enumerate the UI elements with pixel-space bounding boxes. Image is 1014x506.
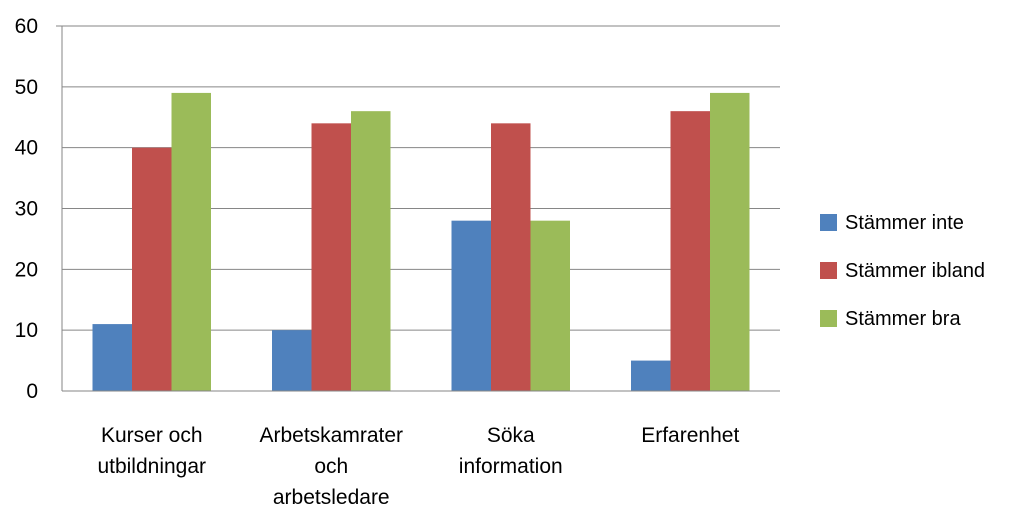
x-category-label: Erfarenhet [641, 424, 739, 447]
x-category-label: Söka information [459, 424, 563, 478]
y-tick-label: 10 [15, 319, 38, 342]
bar-2-3 [491, 123, 531, 391]
x-category-label: Kurser och utbildningar [97, 424, 206, 478]
bar-2-2 [311, 123, 351, 391]
bar-2-1 [132, 147, 172, 391]
legend-swatch [820, 214, 837, 231]
legend-swatch [820, 310, 837, 327]
y-tick-label: 30 [15, 198, 38, 221]
y-axis-labels: 0 10 20 30 40 50 60 [15, 15, 38, 403]
axes [56, 25, 780, 392]
bars [92, 92, 750, 392]
y-tick-label: 60 [15, 15, 38, 38]
bar-3-2 [351, 111, 391, 392]
legend-label: Stämmer ibland [845, 260, 985, 282]
legend-label: Stämmer bra [845, 308, 961, 330]
legend-label: Stämmer inte [845, 212, 964, 234]
bar-2-4 [670, 111, 710, 392]
bar-1-2 [272, 330, 312, 391]
x-axis-labels: Kurser och utbildningar Arbetskamrater och a… [97, 424, 739, 506]
bar-3-1 [171, 92, 211, 392]
y-tick-label: 50 [15, 76, 38, 99]
bar-1-4 [631, 360, 671, 391]
bar-1-1 [92, 324, 132, 391]
legend-swatch [820, 262, 837, 279]
bar-1-3 [451, 220, 491, 391]
x-category-label: Arbetskamrater och arbetsledare [259, 424, 403, 506]
y-tick-label: 40 [15, 137, 38, 160]
y-tick-label: 0 [26, 380, 38, 403]
bar-3-4 [710, 92, 750, 392]
legend: Stämmer inte Stämmer ibland Stämmer bra [820, 212, 985, 330]
y-tick-label: 20 [15, 258, 38, 281]
bar-3-3 [530, 220, 570, 391]
